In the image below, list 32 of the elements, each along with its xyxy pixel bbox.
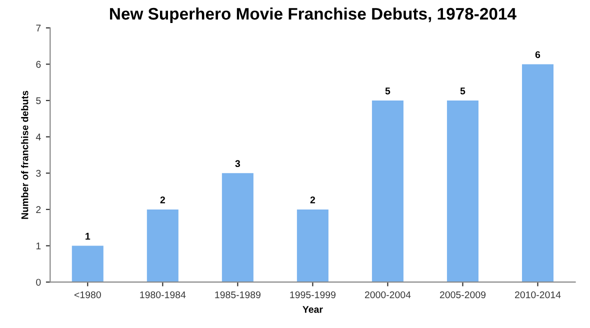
x-tick-label: 2005-2009 (440, 291, 486, 298)
x-tick-label: 2000-2004 (364, 291, 411, 298)
data-label: 3 (235, 160, 240, 168)
data-label: 5 (385, 88, 390, 94)
y-tick-label: 7 (36, 24, 41, 32)
bar (522, 64, 554, 282)
y-tick-label: 5 (36, 97, 41, 104)
y-tick-label: 4 (36, 134, 41, 140)
y-tick-label: 0 (36, 278, 41, 286)
y-tick-label: 1 (36, 242, 41, 250)
y-tick-label: 6 (36, 60, 41, 68)
data-label: 2 (310, 196, 316, 204)
bar (72, 246, 104, 282)
x-tick-label: 1985-1989 (215, 291, 260, 298)
x-axis-title: Year (302, 306, 323, 313)
bar (372, 100, 404, 282)
data-label: 6 (535, 51, 540, 58)
bar (146, 209, 178, 282)
bar (296, 209, 328, 282)
bar (222, 173, 254, 282)
y-tick-label: 2 (36, 206, 41, 213)
x-tick-label: 2010-2014 (514, 291, 561, 298)
data-label: 2 (160, 196, 165, 204)
y-tick-label: 3 (36, 170, 41, 177)
x-tick-label: 1980-1984 (140, 291, 186, 298)
bar (446, 100, 478, 282)
y-axis-title: Number of franchise debuts (21, 90, 28, 219)
chart-title: New Superhero Movie Franchise Debuts, 1978-2014 (110, 7, 516, 24)
x-tick-label: <1980 (74, 291, 101, 298)
x-tick-label: 1995-1999 (290, 291, 336, 298)
data-label: 5 (460, 88, 466, 94)
data-label: 1 (86, 232, 90, 240)
